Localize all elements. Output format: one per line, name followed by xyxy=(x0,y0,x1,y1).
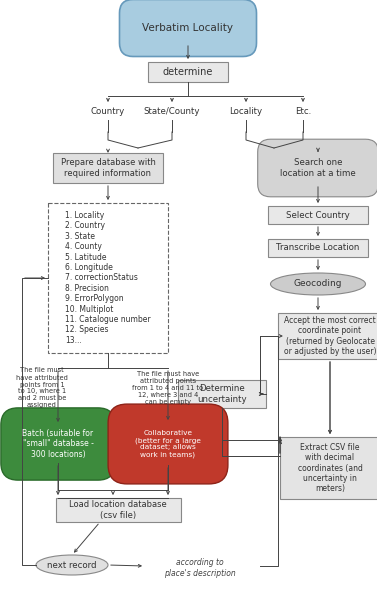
Text: Prepare database with
required information: Prepare database with required informati… xyxy=(61,158,155,177)
FancyBboxPatch shape xyxy=(1,408,115,480)
Text: The file must
have attributed
points from 1
to 10, where 1
and 2 must be
assigne: The file must have attributed points fro… xyxy=(16,368,68,408)
FancyBboxPatch shape xyxy=(268,239,368,257)
Text: according to
place's description: according to place's description xyxy=(164,558,236,578)
FancyBboxPatch shape xyxy=(120,0,256,57)
Text: Locality: Locality xyxy=(230,108,262,116)
Text: Transcribe Location: Transcribe Location xyxy=(276,243,360,253)
FancyBboxPatch shape xyxy=(268,206,368,224)
FancyBboxPatch shape xyxy=(148,62,228,82)
Text: Determine
uncertainty: Determine uncertainty xyxy=(197,384,247,403)
FancyBboxPatch shape xyxy=(55,498,181,522)
Text: determine: determine xyxy=(163,67,213,77)
Text: The file must have
attributed points
from 1 to 4 and 11 to
12, where 3 and 4
can: The file must have attributed points fro… xyxy=(132,371,204,405)
Text: 1. Locality
2. Country
3. State
4. County
5. Latitude
6. Longitude
7. correction: 1. Locality 2. Country 3. State 4. Count… xyxy=(65,211,151,345)
FancyBboxPatch shape xyxy=(108,404,228,484)
Text: Search one
location at a time: Search one location at a time xyxy=(280,158,356,177)
Text: Select Country: Select Country xyxy=(286,211,350,219)
Text: Load location database
(csv file): Load location database (csv file) xyxy=(69,500,167,520)
Text: Collaborative
(better for a large
dataset; allows
work in teams): Collaborative (better for a large datase… xyxy=(135,430,201,458)
Text: State/County: State/County xyxy=(144,108,200,116)
FancyBboxPatch shape xyxy=(258,139,377,197)
Text: Batch (suitable for
"small" database -
300 locations): Batch (suitable for "small" database - 3… xyxy=(23,429,93,459)
Ellipse shape xyxy=(271,273,365,295)
Text: Accept the most correct
coordinate point
(returned by Geolocate
or adjusted by t: Accept the most correct coordinate point… xyxy=(284,316,376,356)
Text: Etc.: Etc. xyxy=(295,108,311,116)
Text: Extract CSV file
with decimal
coordinates (and
uncertainty in
meters): Extract CSV file with decimal coordinate… xyxy=(297,443,362,493)
FancyBboxPatch shape xyxy=(280,437,377,499)
Text: Geocoding: Geocoding xyxy=(294,280,342,288)
Ellipse shape xyxy=(36,555,108,575)
Text: Verbatim Locality: Verbatim Locality xyxy=(143,23,233,33)
FancyBboxPatch shape xyxy=(178,380,266,408)
Text: Country: Country xyxy=(91,108,125,116)
FancyBboxPatch shape xyxy=(48,203,168,353)
FancyBboxPatch shape xyxy=(53,153,163,183)
Text: next record: next record xyxy=(47,561,97,570)
FancyBboxPatch shape xyxy=(277,313,377,359)
